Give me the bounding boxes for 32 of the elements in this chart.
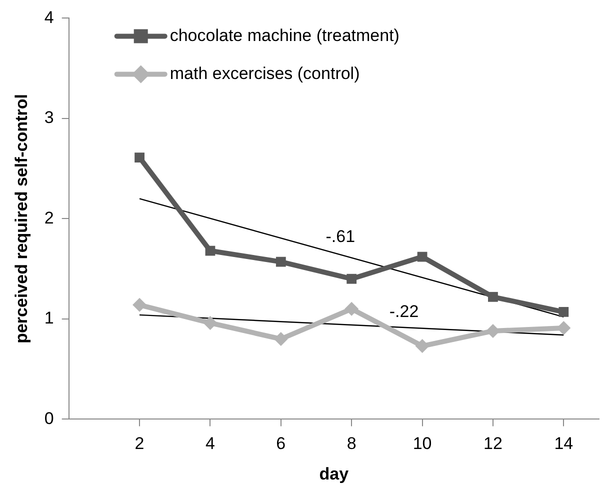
point <box>134 152 144 162</box>
y-tick-label: 1 <box>44 308 54 328</box>
point <box>417 252 428 262</box>
point <box>203 316 218 330</box>
x-tick-label: 8 <box>346 434 356 454</box>
point <box>276 256 286 267</box>
point <box>344 302 359 316</box>
point <box>132 298 147 312</box>
point <box>205 246 216 256</box>
x-tick-label: 4 <box>205 434 215 454</box>
y-tick-label: 0 <box>44 408 54 428</box>
y-axis-title: perceived required self-control <box>12 94 31 344</box>
y-tick-label: 4 <box>44 8 54 27</box>
y-tick-label: 3 <box>44 108 54 128</box>
annotation: -.61 <box>326 227 356 246</box>
y-tick-label: 2 <box>44 208 54 228</box>
x-tick-label: 14 <box>554 434 574 454</box>
point <box>346 274 357 284</box>
point <box>486 324 500 338</box>
x-tick-label: 10 <box>412 434 432 454</box>
point <box>488 292 498 302</box>
legend-label: math excercises (control) <box>170 64 360 83</box>
x-tick-label: 12 <box>484 434 502 454</box>
x-tick-label: 2 <box>134 434 144 454</box>
point <box>415 339 430 354</box>
x-tick-label: 6 <box>276 434 286 454</box>
annotation: -.22 <box>389 302 419 322</box>
point <box>556 320 571 335</box>
point <box>274 332 288 346</box>
x-axis-title: day <box>319 464 350 484</box>
legend-label: chocolate machine (treatment) <box>170 26 400 45</box>
point <box>558 306 569 317</box>
